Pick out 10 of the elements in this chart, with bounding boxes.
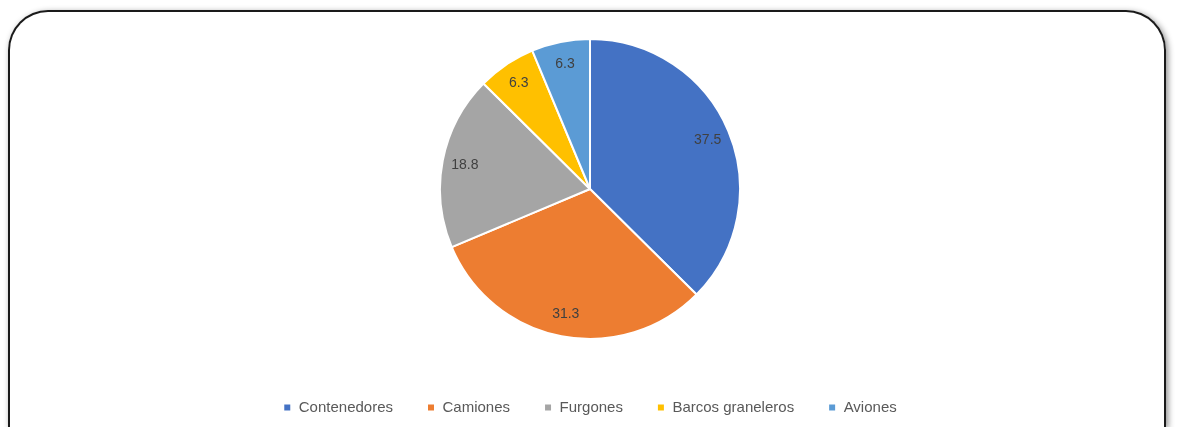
legend-label: Barcos graneleros (672, 397, 795, 415)
legend-label: Contenedores (298, 397, 394, 415)
data-label: 31.3 (552, 305, 580, 322)
data-label: 37.5 (694, 130, 722, 147)
legend-label: Camiones (442, 397, 511, 415)
legend-label: Aviones (843, 397, 897, 415)
data-label: 6.3 (555, 54, 575, 71)
data-label: 18.8 (451, 155, 479, 172)
data-label: 6.3 (509, 74, 529, 91)
legend-label: Furgones (559, 397, 623, 415)
